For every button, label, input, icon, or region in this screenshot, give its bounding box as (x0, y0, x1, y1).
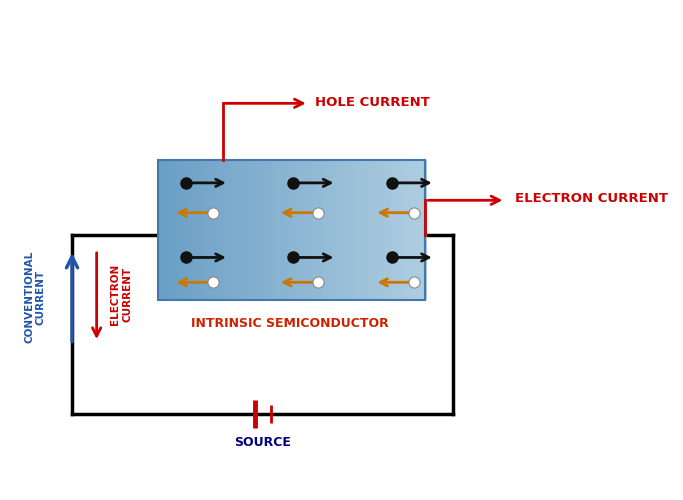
Bar (302, 160, 307, 300)
Bar (399, 160, 403, 300)
Bar (385, 160, 390, 300)
Bar (191, 160, 196, 300)
Bar (376, 160, 380, 300)
Bar (392, 160, 397, 300)
Bar (158, 160, 163, 300)
Bar (282, 160, 286, 300)
Bar (318, 160, 323, 300)
Bar (288, 160, 293, 300)
Bar (251, 160, 256, 300)
Bar (161, 160, 166, 300)
Bar (158, 160, 426, 300)
Bar (265, 160, 270, 300)
Text: SOURCE: SOURCE (234, 436, 291, 450)
Text: ELECTRON CURRENT: ELECTRON CURRENT (514, 192, 667, 205)
Bar (335, 160, 339, 300)
Bar (242, 160, 246, 300)
Bar (389, 160, 393, 300)
Bar (208, 160, 213, 300)
Bar (406, 160, 410, 300)
Bar (348, 160, 353, 300)
Bar (355, 160, 360, 300)
Bar (219, 160, 223, 300)
Bar (372, 160, 376, 300)
Bar (221, 160, 226, 300)
Bar (305, 160, 309, 300)
Bar (249, 160, 253, 300)
Bar (178, 160, 183, 300)
Bar (382, 160, 387, 300)
Bar (329, 160, 333, 300)
Bar (332, 160, 337, 300)
Bar (185, 160, 189, 300)
Text: HOLE CURRENT: HOLE CURRENT (315, 96, 430, 109)
Bar (339, 160, 343, 300)
Bar (275, 160, 279, 300)
Bar (228, 160, 233, 300)
Bar (232, 160, 236, 300)
Bar (295, 160, 300, 300)
Bar (325, 160, 330, 300)
Bar (262, 160, 266, 300)
Bar (168, 160, 173, 300)
Bar (298, 160, 303, 300)
Bar (419, 160, 423, 300)
Bar (205, 160, 210, 300)
Bar (198, 160, 203, 300)
Bar (225, 160, 229, 300)
Bar (182, 160, 186, 300)
Bar (412, 160, 417, 300)
Bar (235, 160, 240, 300)
Bar (285, 160, 290, 300)
Bar (201, 160, 206, 300)
Text: INTRINSIC SEMICONDUCTOR: INTRINSIC SEMICONDUCTOR (191, 317, 389, 330)
Bar (175, 160, 180, 300)
Bar (312, 160, 316, 300)
Bar (171, 160, 176, 300)
Bar (268, 160, 273, 300)
Bar (258, 160, 263, 300)
Bar (365, 160, 370, 300)
Bar (362, 160, 367, 300)
Bar (245, 160, 249, 300)
Bar (309, 160, 313, 300)
Bar (369, 160, 373, 300)
Bar (395, 160, 400, 300)
Bar (345, 160, 350, 300)
Bar (189, 160, 193, 300)
Bar (415, 160, 420, 300)
Text: CONVENTIONAL
CURRENT: CONVENTIONAL CURRENT (25, 251, 46, 344)
Bar (279, 160, 283, 300)
Bar (408, 160, 413, 300)
Bar (315, 160, 320, 300)
Bar (378, 160, 383, 300)
Bar (402, 160, 406, 300)
Bar (422, 160, 427, 300)
Bar (255, 160, 260, 300)
Bar (272, 160, 277, 300)
Bar (195, 160, 199, 300)
Bar (292, 160, 296, 300)
Bar (342, 160, 346, 300)
Bar (359, 160, 363, 300)
Bar (165, 160, 169, 300)
Bar (212, 160, 216, 300)
Bar (322, 160, 326, 300)
Bar (215, 160, 219, 300)
Bar (352, 160, 357, 300)
Bar (238, 160, 243, 300)
Text: ELECTRON
CURRENT: ELECTRON CURRENT (111, 264, 132, 326)
